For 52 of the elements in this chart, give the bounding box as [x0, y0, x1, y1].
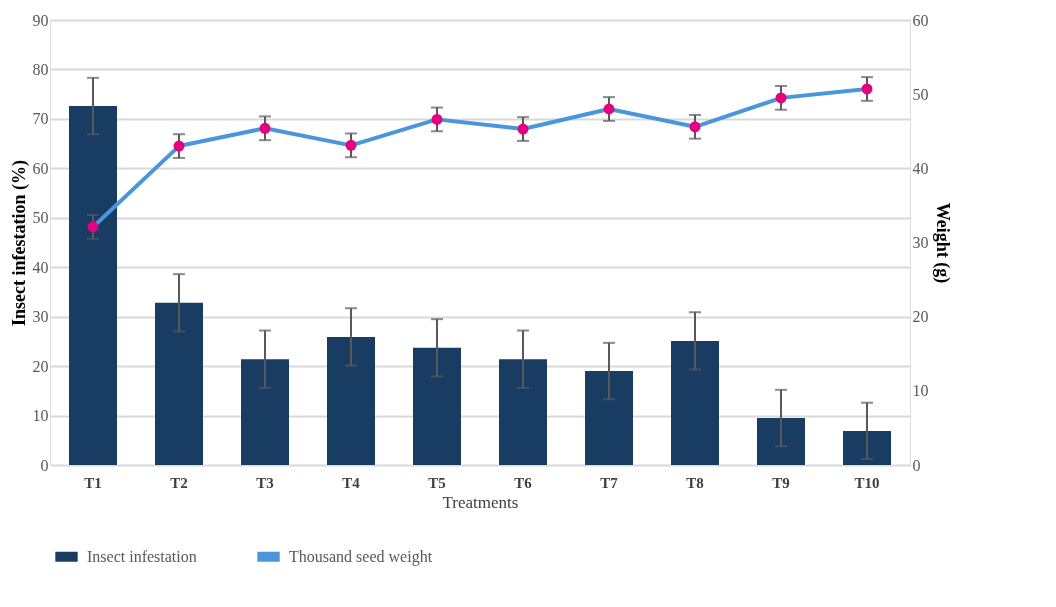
x-axis-title: Treatments: [442, 492, 519, 512]
bar: [241, 359, 289, 465]
y2-axis-title: Weight (g): [931, 202, 953, 284]
y2-tick-label: 0: [912, 456, 921, 474]
y2-tick-label: 50: [912, 85, 929, 103]
x-tick-label: T5: [428, 474, 446, 491]
x-tick-label: T6: [514, 474, 533, 491]
legend-label: Insect infestation: [87, 547, 197, 565]
point: [775, 92, 787, 104]
bar: [671, 340, 719, 465]
y-tick-label: 70: [32, 110, 49, 128]
x-tick-label: T4: [342, 474, 361, 491]
y2-tick-label: 10: [912, 382, 929, 400]
y-tick-label: 0: [40, 456, 49, 474]
x-tick-label: T9: [772, 474, 790, 491]
point: [259, 122, 271, 134]
x-tick-label: T8: [686, 474, 704, 491]
bar: [843, 430, 891, 465]
x-tick-label: T2: [170, 474, 188, 491]
x-tick-label: T7: [600, 474, 619, 491]
y2-tick-label: 30: [912, 234, 929, 251]
point: [431, 113, 443, 125]
point: [689, 121, 701, 133]
point: [87, 221, 99, 233]
bar: [585, 371, 633, 465]
y2-tick-label: 40: [912, 159, 929, 177]
x-tick-label: T3: [256, 474, 274, 491]
point: [603, 103, 615, 115]
bar: [69, 106, 117, 465]
point: [345, 139, 357, 151]
y-tick-label: 40: [32, 258, 49, 276]
y-tick-label: 90: [32, 11, 49, 29]
y-tick-label: 80: [32, 60, 49, 78]
bar: [413, 347, 461, 465]
y-tick-label: 60: [32, 159, 49, 177]
y-axis-title: Insect infestation (%): [8, 160, 30, 326]
point: [861, 83, 873, 95]
y-tick-label: 10: [32, 407, 49, 425]
bar: [155, 302, 203, 465]
bar: [757, 418, 805, 465]
legend-label: Thousand seed weight: [289, 547, 433, 566]
x-tick-label: T10: [854, 474, 880, 491]
bar: [499, 359, 547, 465]
y2-tick-label: 60: [912, 11, 929, 29]
y-tick-label: 20: [32, 357, 49, 375]
bar: [327, 336, 375, 465]
y-tick-label: 50: [32, 209, 49, 227]
x-tick-label: T1: [84, 474, 102, 491]
y2-tick-label: 20: [912, 308, 929, 326]
point: [173, 140, 185, 152]
y-tick-label: 30: [32, 308, 49, 326]
point: [517, 123, 529, 135]
